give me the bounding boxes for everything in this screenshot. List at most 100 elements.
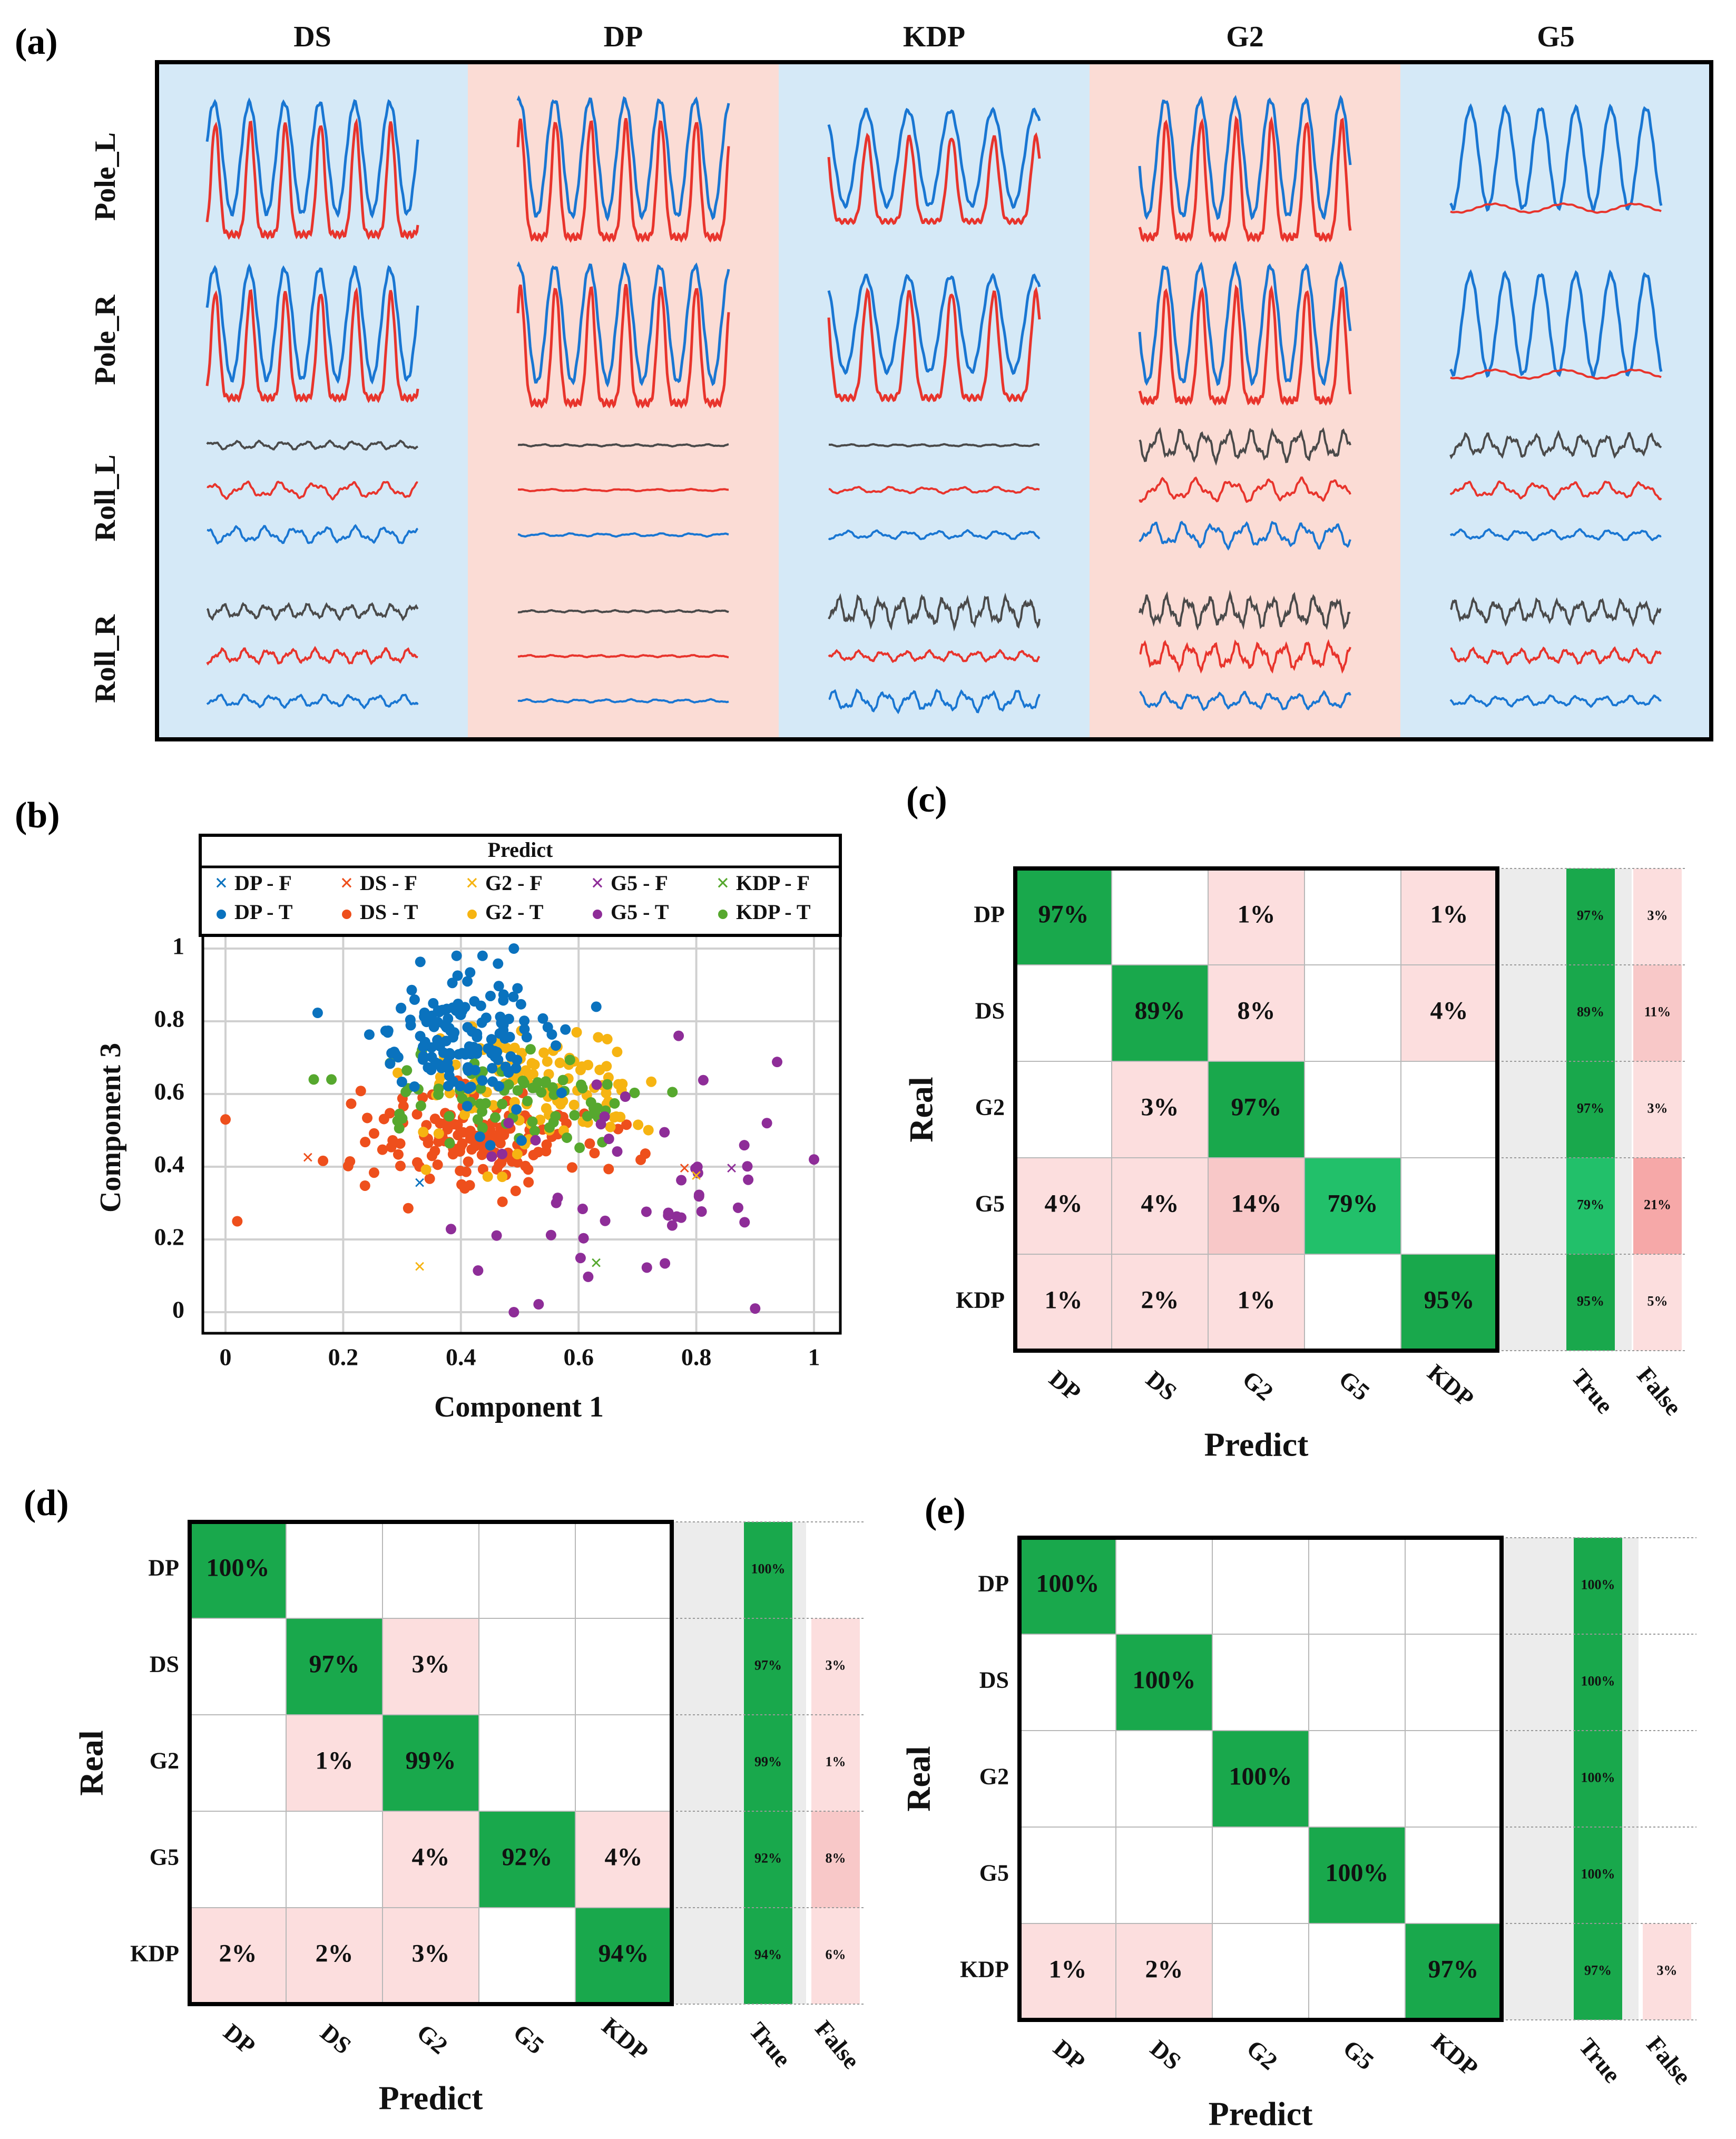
signal-blue-kdp-0 xyxy=(827,106,1041,210)
point-dp-t xyxy=(457,1048,468,1059)
point-dp-t xyxy=(472,1028,483,1039)
point-g5-t xyxy=(660,1258,671,1269)
cm-cell xyxy=(189,1714,287,1812)
roll-r-red-kdp xyxy=(828,649,1041,663)
x-axis-label: Predict xyxy=(379,2079,484,2117)
cm-cell xyxy=(1304,868,1401,965)
false-cell-value: 1% xyxy=(826,1754,846,1769)
point-ds-t xyxy=(533,1147,544,1158)
row-label: G5 xyxy=(150,1844,179,1870)
y-tick-label: 1 xyxy=(172,933,184,960)
false-cell-value: 3% xyxy=(1647,907,1668,923)
col-label: KDP xyxy=(597,2012,653,2065)
col-label: DP xyxy=(1048,2034,1091,2075)
point-ds-t xyxy=(457,1138,468,1149)
cm-cell xyxy=(1405,1537,1502,1635)
roll-r-black-g2 xyxy=(1139,590,1351,631)
point-g2-t xyxy=(554,1057,565,1068)
point-ds-t xyxy=(368,1128,379,1139)
cm-cell xyxy=(575,1907,672,2005)
point-dp-t xyxy=(439,1019,450,1030)
cm-cell-value: 92% xyxy=(502,1843,553,1871)
point-g5-t xyxy=(486,1151,497,1162)
cm-cell xyxy=(382,1811,479,1908)
cm-cell-value: 3% xyxy=(1141,1093,1179,1121)
point-g5-t xyxy=(743,1174,754,1185)
point-kdp-t xyxy=(667,1087,678,1098)
point-ds-t xyxy=(426,1150,437,1161)
col-label: DP xyxy=(219,2018,261,2059)
point-g2-t xyxy=(435,1071,446,1082)
true-cell xyxy=(1566,1254,1615,1351)
cm-cell xyxy=(1304,1254,1401,1351)
point-ds-f: × xyxy=(679,1156,691,1180)
roll-r-blue-g5 xyxy=(1449,694,1662,708)
cm-cell xyxy=(1400,1157,1498,1255)
point-ds-t xyxy=(403,1203,414,1214)
false-cell-value: 3% xyxy=(1657,1962,1678,1978)
true-label: True xyxy=(744,2017,796,2073)
point-kdp-f: × xyxy=(590,1251,602,1274)
row-label: KDP xyxy=(960,1957,1009,1982)
point-dp-t xyxy=(498,989,509,1000)
roll-l-black-ds xyxy=(206,439,418,451)
point-g5-t xyxy=(497,1148,508,1159)
cm-cell xyxy=(1208,1157,1305,1255)
point-g2-t xyxy=(433,1128,444,1139)
point-g2-t xyxy=(420,1164,431,1175)
point-ds-t xyxy=(433,1136,444,1147)
point-g2-t xyxy=(601,1088,612,1099)
row-label: G2 xyxy=(150,1748,179,1774)
signal-blue-kdp-1 xyxy=(827,272,1041,376)
point-dp-t xyxy=(385,1058,396,1069)
point-kdp-t xyxy=(527,1116,538,1127)
row-label: DP xyxy=(978,1571,1009,1597)
point-dp-t xyxy=(489,1046,500,1057)
point-dp-t xyxy=(396,1076,407,1087)
point-kdp-t xyxy=(475,1083,486,1094)
cm-cell xyxy=(1115,1537,1213,1635)
cm-cell xyxy=(189,1907,287,2005)
point-g5-t xyxy=(663,1207,674,1218)
point-dp-t xyxy=(463,1065,474,1076)
point-g5-t xyxy=(739,1217,750,1228)
signal-red-ds-1 xyxy=(205,287,419,404)
point-dp-t xyxy=(423,1062,434,1073)
point-g2-t xyxy=(418,1127,429,1138)
point-kdp-t xyxy=(557,1075,568,1086)
point-g2-t xyxy=(601,1061,612,1072)
point-dp-t xyxy=(591,1001,602,1012)
cm-cell-value: 3% xyxy=(412,1940,450,1968)
legend-marker-dot xyxy=(718,910,728,919)
row-label: DP xyxy=(148,1555,179,1581)
point-dp-t xyxy=(519,1015,530,1027)
roll-r-black-kdp xyxy=(828,592,1041,632)
point-ds-t xyxy=(464,1180,475,1191)
point-kdp-t xyxy=(574,1142,585,1154)
cm-cell-value: 1% xyxy=(1430,901,1468,929)
point-g5-t xyxy=(473,1265,484,1276)
cm-cell-value: 1% xyxy=(1045,1286,1083,1314)
point-dp-t xyxy=(312,1008,323,1019)
cm-cell xyxy=(1111,964,1209,1062)
signal-blue-ds-1 xyxy=(205,263,419,385)
cm-cell-value: 8% xyxy=(1238,997,1276,1025)
point-dp-t xyxy=(451,950,462,961)
roll-l-black-g5 xyxy=(1449,429,1662,460)
point-g2-f: × xyxy=(690,1164,702,1187)
signal-blue-ds-0 xyxy=(205,97,419,219)
true-cell xyxy=(1574,1827,1622,1923)
legend-entry: DP - T xyxy=(234,900,293,924)
cm-cell xyxy=(1405,1634,1502,1731)
roll-l-blue-ds xyxy=(207,524,419,545)
point-dp-t xyxy=(546,1029,557,1040)
point-dp-t xyxy=(419,1007,430,1018)
cm-cell xyxy=(1111,1157,1209,1255)
true-cell-value: 97% xyxy=(1577,1100,1604,1116)
point-ds-t xyxy=(395,1160,406,1171)
point-ds-t xyxy=(621,1119,632,1130)
point-ds-t xyxy=(589,1148,600,1159)
point-kdp-t xyxy=(503,1079,514,1090)
col-label: G5 xyxy=(1334,1365,1375,1406)
point-g5-t xyxy=(675,1212,686,1223)
